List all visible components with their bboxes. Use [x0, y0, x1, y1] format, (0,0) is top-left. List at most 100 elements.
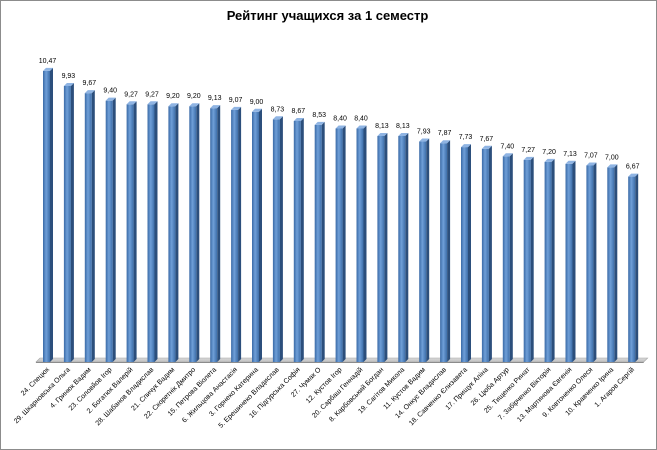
- data-label: 7,00: [605, 154, 619, 161]
- bar-top: [168, 103, 179, 107]
- bar: [293, 120, 301, 362]
- data-label: 8,67: [291, 108, 305, 115]
- bar: [398, 135, 406, 362]
- bar-side: [133, 101, 137, 362]
- bar: [43, 70, 50, 363]
- bar: [147, 104, 155, 362]
- bar: [544, 161, 552, 362]
- bar-group: [126, 101, 137, 362]
- bar: [231, 109, 239, 362]
- bar-side: [175, 103, 179, 363]
- bar-group: [210, 105, 221, 362]
- data-label: 9,27: [145, 91, 159, 98]
- bar: [607, 167, 615, 362]
- bar-group: [461, 144, 471, 362]
- bar-group: [586, 162, 597, 362]
- bar-top: [272, 116, 283, 120]
- data-label: 7,07: [584, 152, 598, 159]
- data-label: 9,20: [187, 93, 201, 100]
- bar-side: [279, 116, 283, 362]
- bar-top: [523, 156, 534, 160]
- bar: [314, 124, 322, 362]
- bar: [377, 135, 385, 362]
- bar-group: [398, 132, 409, 362]
- bar-top: [293, 117, 304, 121]
- data-label: 9,13: [208, 95, 222, 102]
- bar-top: [461, 144, 471, 148]
- bar: [126, 104, 134, 362]
- data-label: 9,20: [166, 93, 180, 100]
- bar-side: [614, 164, 618, 362]
- data-label: 7,87: [438, 130, 452, 137]
- bar-side: [384, 132, 388, 362]
- bar-top: [252, 108, 262, 112]
- data-label: 7,67: [480, 136, 494, 143]
- bar-group: [168, 103, 179, 363]
- data-label: 9,40: [103, 88, 117, 95]
- data-label: 8,40: [333, 115, 347, 122]
- bar: [481, 148, 489, 362]
- bar-side: [238, 106, 242, 362]
- bar: [565, 163, 573, 362]
- bar-group: [189, 103, 200, 363]
- chart-title: Рейтинг учащихся за 1 семестр: [226, 8, 429, 23]
- bar-top: [565, 160, 576, 164]
- bar-side: [196, 103, 200, 363]
- bar-group: [252, 108, 262, 362]
- bar: [252, 111, 259, 362]
- data-label: 8,40: [354, 115, 368, 122]
- bar-group: [293, 117, 304, 362]
- data-label: 9,00: [250, 99, 264, 106]
- bar-group: [502, 153, 513, 362]
- bar-top: [586, 162, 597, 166]
- bar: [586, 165, 594, 362]
- bar: [461, 147, 468, 362]
- bar-side: [259, 108, 262, 362]
- bar: [523, 159, 531, 362]
- bar-group: [231, 106, 242, 362]
- data-label: 7,73: [459, 134, 473, 141]
- data-label: 8,53: [312, 112, 326, 119]
- bar-group: [43, 67, 53, 363]
- bar-side: [405, 132, 409, 362]
- bar: [210, 108, 218, 362]
- bar: [63, 85, 71, 363]
- bar-top: [84, 90, 95, 94]
- bar-side: [112, 97, 116, 363]
- bar-top: [43, 67, 53, 71]
- bar-side: [426, 138, 430, 362]
- bar-group: [147, 101, 158, 362]
- bar-side: [50, 67, 53, 363]
- bar-top: [628, 173, 639, 177]
- bar-group: [314, 121, 325, 362]
- bar-side: [572, 160, 576, 362]
- data-label: 7,40: [500, 143, 514, 150]
- bar-side: [91, 90, 95, 362]
- bar: [356, 128, 364, 362]
- bar-side: [488, 145, 492, 362]
- bar-top: [481, 145, 492, 149]
- bar: [189, 106, 197, 363]
- data-label: 7,27: [521, 147, 535, 154]
- bar-side: [593, 162, 597, 362]
- bar-top: [440, 140, 451, 144]
- bar-top: [419, 138, 430, 142]
- bar-group: [377, 132, 388, 362]
- data-label: 9,67: [82, 80, 96, 87]
- bar: [272, 119, 280, 362]
- bar-top: [210, 105, 221, 109]
- bar: [84, 93, 92, 362]
- bar-top: [126, 101, 137, 105]
- bar-group: [565, 160, 576, 362]
- bar-group: [356, 125, 367, 362]
- data-label: 7,20: [542, 149, 556, 156]
- bar-group: [63, 82, 74, 363]
- bar-side: [342, 125, 346, 362]
- bar-top: [377, 132, 388, 136]
- bar-top: [502, 153, 513, 157]
- bar-group: [481, 145, 492, 362]
- data-label: 8,73: [271, 106, 285, 113]
- bar: [440, 143, 448, 362]
- bar-top: [314, 121, 325, 125]
